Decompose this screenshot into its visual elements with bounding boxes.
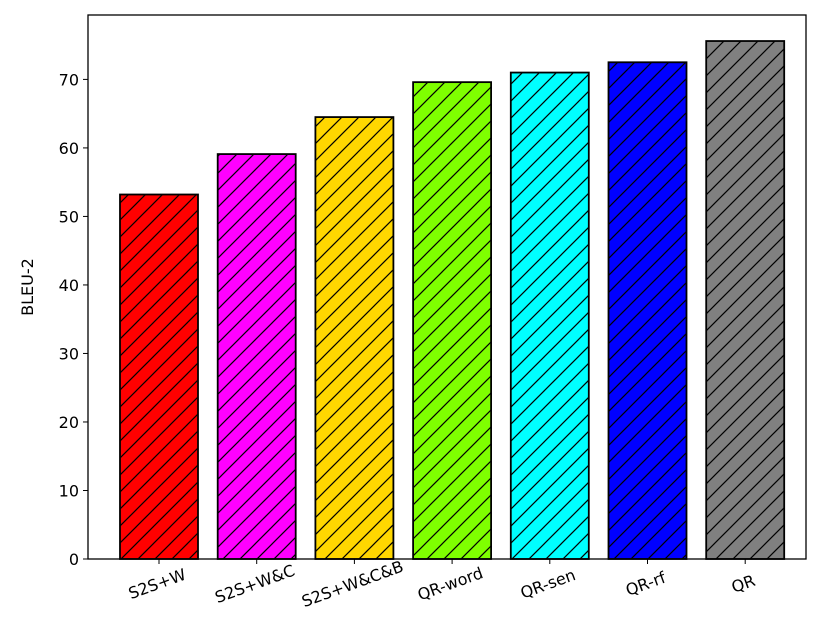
y-tick-label: 30	[59, 344, 79, 363]
bar-hatch-qr-sen	[509, 71, 590, 560]
bar-hatch-qr-word	[412, 81, 493, 560]
y-tick-label: 20	[59, 413, 79, 432]
bar-hatch-qr-rf	[607, 61, 688, 560]
x-tick-label: S2S+W&C&B	[299, 557, 406, 611]
y-tick-label: 50	[59, 207, 79, 226]
y-axis: 0 10 20 30 40 50 60 70	[59, 70, 88, 569]
y-axis-label: BLEU-2	[18, 258, 37, 316]
x-tick-label: S2S+W&C	[212, 561, 297, 607]
bars-group	[119, 40, 786, 560]
x-tick-label: QR-word	[415, 563, 486, 604]
plot-frame	[87, 14, 807, 560]
y-tick-label: 70	[59, 70, 79, 89]
y-tick-label: 60	[59, 139, 79, 158]
x-tick-label: QR-rf	[623, 568, 668, 600]
bar-hatch-s2s-w	[119, 193, 199, 560]
y-tick-label: 10	[59, 481, 79, 500]
bar-hatch-s2s-w-c-b	[314, 116, 395, 560]
bar-hatch-qr	[705, 40, 786, 560]
x-tick-label: S2S+W	[126, 565, 189, 603]
x-tick-label: QR	[729, 571, 758, 597]
y-tick-label: 40	[59, 276, 79, 295]
y-tick-label: 0	[69, 550, 79, 569]
x-tick-label: QR-sen	[518, 565, 578, 602]
bar-hatch-s2s-w-c	[216, 153, 297, 560]
x-axis: S2S+W S2S+W&C S2S+W&C&B QR-word QR-sen QR-rf Q…	[126, 557, 758, 611]
